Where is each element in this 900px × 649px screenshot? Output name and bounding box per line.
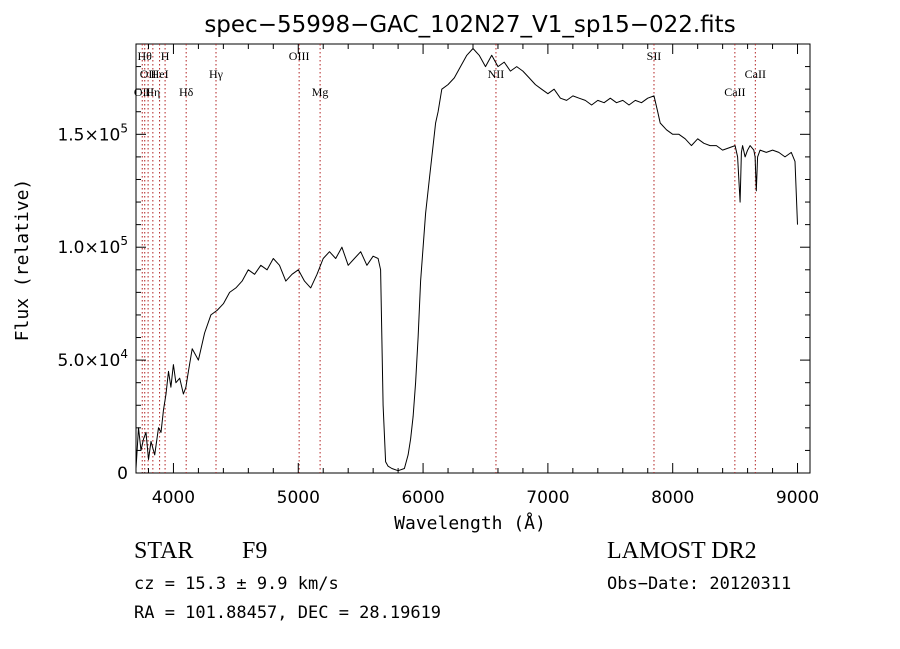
line-label-0: OII [134, 85, 151, 99]
x-tick-label-3: 7000 [526, 488, 569, 508]
x-tick-label-5: 9000 [776, 488, 819, 508]
spectrum-series-0 [135, 48, 798, 472]
observation-date: Obs−Date: 20120311 [607, 574, 792, 594]
y-tick-exponent-3: 5 [120, 121, 128, 135]
line-label-9: Mg [312, 85, 329, 99]
x-axis-label: Wavelength (Å) [394, 512, 546, 534]
line-label-1: Hθ [138, 49, 153, 63]
x-tick-label-0: 4000 [152, 488, 195, 508]
coordinates-readout: RA = 101.88457, DEC = 28.19619 [134, 603, 442, 623]
y-tick-exponent-1: 4 [120, 347, 128, 361]
line-label-12: CaII [724, 85, 745, 99]
chart-title: spec−55998−GAC_102N27_V1_sp15−022.fits [204, 12, 735, 38]
line-label-7: Hγ [209, 67, 224, 81]
survey-name: LAMOST DR2 [607, 538, 757, 564]
line-label-10: NII [488, 67, 505, 81]
y-tick-base-3: 1.5×10 [57, 125, 120, 145]
y-tick-label-1: 5.0×104 [57, 347, 128, 371]
y-tick-base-2: 1.0×10 [57, 238, 120, 258]
x-tick-label-2: 6000 [401, 488, 444, 508]
line-label-11: SII [647, 49, 662, 63]
y-tick-label-3: 1.5×105 [57, 121, 128, 145]
redshift-readout: cz = 15.3 ± 9.9 km/s [134, 574, 339, 594]
line-label-4: HeI [151, 67, 169, 81]
spectral-subclass: F9 [242, 538, 268, 564]
line-label-13: CaII [745, 67, 766, 81]
x-axis: 4000 5000 6000 7000 8000 9000 [147, 44, 819, 508]
y-tick-label-0: 0 [117, 464, 128, 484]
y-tick-base-1: 5.0×10 [57, 351, 120, 371]
line-label-5: H [161, 49, 170, 63]
x-tick-label-4: 8000 [651, 488, 694, 508]
line-label-3: Hη [145, 85, 160, 99]
object-class: STAR [134, 538, 194, 564]
y-axis-label: Flux (relative) [12, 179, 33, 342]
line-label-8: OIII [289, 49, 310, 63]
y-tick-exponent-2: 5 [120, 234, 128, 248]
x-tick-label-1: 5000 [277, 488, 320, 508]
plot-frame [135, 43, 811, 474]
line-label-6: Hδ [179, 85, 194, 99]
y-tick-base-0: 0 [117, 464, 128, 484]
y-tick-label-2: 1.0×105 [57, 234, 128, 258]
line-label-2: OII [140, 67, 157, 81]
